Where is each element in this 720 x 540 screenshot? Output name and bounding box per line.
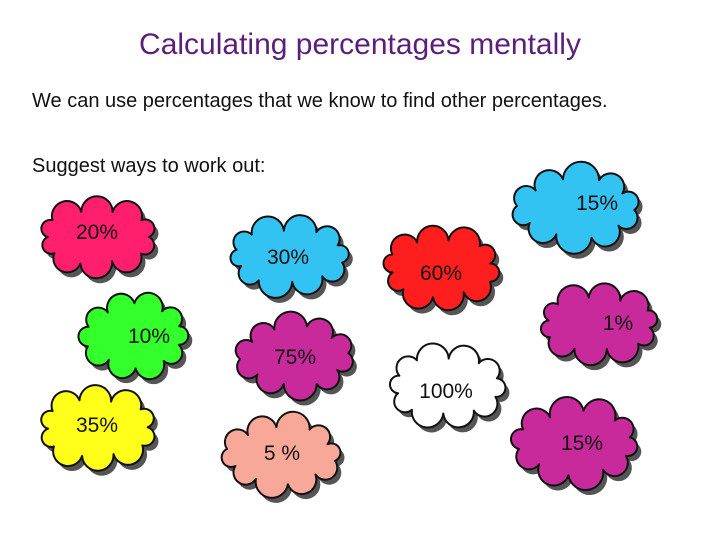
cloud-body <box>511 160 640 255</box>
cloud-label: 30% <box>266 246 310 269</box>
cloud-75-percent: 75% <box>234 310 357 406</box>
cloud-15-percent-bottom: 15% <box>510 396 642 496</box>
cloud-shape <box>40 384 159 476</box>
cloud-shape <box>77 291 193 385</box>
slide-title: Calculating percentages mentally <box>139 28 581 61</box>
cloud-body <box>40 384 156 472</box>
cloud-35-percent: 35% <box>38 384 159 476</box>
cloud-shape <box>539 282 662 371</box>
cloud-100-percent: 100% <box>388 342 510 433</box>
cloud-shape <box>220 410 345 503</box>
cloud-label: 15% <box>575 192 619 215</box>
cloud-shape <box>389 342 510 433</box>
intro-text: We can use percentages that we know to f… <box>32 90 608 112</box>
cloud-body <box>234 310 354 402</box>
cloud-30-percent: 30% <box>228 214 353 303</box>
cloud-shape <box>382 224 504 316</box>
cloud-10-percent: 10% <box>77 291 193 385</box>
cloud-shape <box>510 396 642 496</box>
cloud-label: 20% <box>75 221 119 244</box>
cloud-body <box>510 396 639 492</box>
cloud-label: 5 % <box>263 442 301 465</box>
cloud-label: 60% <box>419 262 463 285</box>
cloud-label: 15% <box>560 432 604 455</box>
cloud-shape <box>234 310 357 406</box>
prompt-text: Suggest ways to work out: <box>32 155 266 177</box>
cloud-60-percent: 60% <box>382 224 504 316</box>
cloud-label: 35% <box>75 414 119 437</box>
cloud-body <box>382 224 501 312</box>
cloud-label: 1% <box>602 312 634 335</box>
cloud-body <box>220 410 342 499</box>
cloud-label: 10% <box>127 325 171 348</box>
cloud-15-percent-top: 15% <box>511 160 643 259</box>
cloud-20-percent: 20% <box>38 195 159 284</box>
cloud-label: 75% <box>273 346 317 369</box>
cloud-5-percent: 5 % <box>220 410 345 503</box>
cloud-body <box>539 282 659 367</box>
cloud-body <box>229 214 350 299</box>
cloud-shape <box>229 214 353 303</box>
cloud-body <box>77 291 190 381</box>
cloud-label: 100% <box>419 380 473 403</box>
cloud-1-percent: 1% <box>538 282 662 371</box>
cloud-shape <box>40 195 159 284</box>
cloud-body <box>389 342 507 429</box>
cloud-shape <box>511 160 643 259</box>
cloud-body <box>40 195 156 280</box>
